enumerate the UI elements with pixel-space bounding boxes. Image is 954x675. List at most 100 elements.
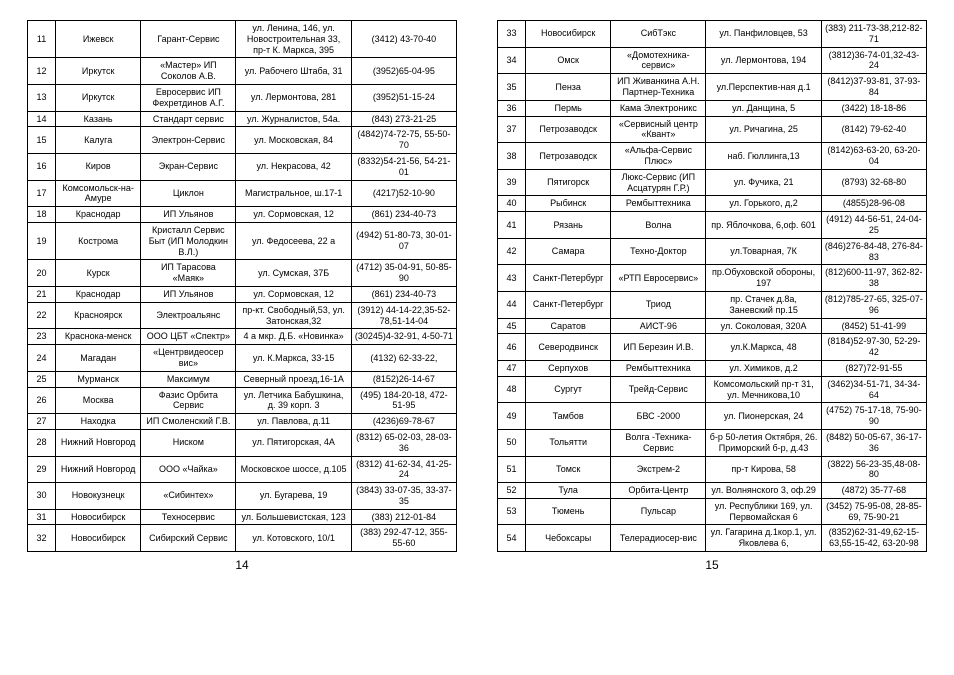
table-row: 51ТомскЭкстрем-2пр-т Кирова, 58(3822) 56… (498, 456, 927, 483)
cell-ph: (812)600-11-97, 362-82-38 (821, 265, 926, 292)
cell-city: Томск (526, 456, 611, 483)
table-row: 44Санкт-ПетербургТриодпр. Стачек д.8а, З… (498, 291, 927, 318)
cell-org: ИП Живанкина А.Н. Партнер-Техника (611, 74, 706, 101)
table-row: 24Магадан«Центрвидеосер вис»ул. К.Маркса… (28, 345, 457, 372)
cell-addr: ул. Федосеева, 22 а (236, 222, 351, 259)
cell-city: Магадан (56, 345, 141, 372)
cell-n: 26 (28, 387, 56, 414)
cell-org: Люкс-Сервис (ИП Асцатурян Г.Р.) (611, 169, 706, 196)
cell-ph: (8312) 65-02-03, 28-03-36 (351, 429, 456, 456)
cell-ph: (4855)28-96-08 (821, 196, 926, 212)
cell-addr: ул. Горького, д,2 (706, 196, 821, 212)
cell-ph: (861) 234-40-73 (351, 207, 456, 223)
cell-city: Северодвинск (526, 334, 611, 361)
cell-n: 18 (28, 207, 56, 223)
table-row: 14КазаньСтандарт сервисул. Журналистов, … (28, 111, 457, 127)
cell-addr: ул. Большевистская, 123 (236, 509, 351, 525)
table-row: 13ИркутскЕвросервис ИП Фехретдинов А.Г.у… (28, 84, 457, 111)
table-row: 34Омск«Домотехника-сервис»ул. Лермонтова… (498, 47, 927, 74)
cell-addr: ул. Летчика Бабушкина, д. 39 корп. 3 (236, 387, 351, 414)
cell-addr: ул. Сормовская, 12 (236, 286, 351, 302)
cell-ph: (846)276-84-48, 276-84-83 (821, 238, 926, 265)
cell-city: Казань (56, 111, 141, 127)
table-row: 45СаратовАИСТ-96ул. Соколовая, 320А(8452… (498, 318, 927, 334)
cell-city: Красноярск (56, 302, 141, 329)
cell-n: 52 (498, 483, 526, 499)
cell-org: Рембыттехника (611, 360, 706, 376)
cell-n: 24 (28, 345, 56, 372)
cell-n: 48 (498, 376, 526, 403)
cell-ph: (3952)51-15-24 (351, 84, 456, 111)
table-row: 53ТюменьПульсарул. Республики 169, ул. П… (498, 498, 927, 525)
page-left: 11ИжевскГарант-Сервисул. Ленина, 146, ул… (27, 20, 457, 572)
table-row: 40РыбинскРембыттехникаул. Горького, д,2(… (498, 196, 927, 212)
cell-addr: ул. Журналистов, 54а. (236, 111, 351, 127)
table-row: 11ИжевскГарант-Сервисул. Ленина, 146, ул… (28, 21, 457, 58)
cell-org: Электроальянс (141, 302, 236, 329)
cell-n: 20 (28, 260, 56, 287)
cell-ph: (8793) 32-68-80 (821, 169, 926, 196)
cell-addr: ул. К.Маркса, 33-15 (236, 345, 351, 372)
cell-ph: (8142) 79-62-40 (821, 116, 926, 143)
cell-n: 29 (28, 456, 56, 483)
cell-addr: пр-т Кирова, 58 (706, 456, 821, 483)
cell-org: «Мастер» ИП Соколов А.В. (141, 58, 236, 85)
cell-org: «Домотехника-сервис» (611, 47, 706, 74)
cell-n: 30 (28, 483, 56, 510)
cell-addr: ул.К.Маркса, 48 (706, 334, 821, 361)
cell-org: «Центрвидеосер вис» (141, 345, 236, 372)
table-row: 43Санкт-Петербург«РТП Евросервис»пр.Обух… (498, 265, 927, 292)
table-row: 18КраснодарИП Ульяновул. Сормовская, 12(… (28, 207, 457, 223)
cell-addr: ул. Пятигорская, 4А (236, 429, 351, 456)
table-row: 42СамараТехно-Докторул.Товарная, 7К(846)… (498, 238, 927, 265)
cell-addr: ул. Сормовская, 12 (236, 207, 351, 223)
cell-n: 53 (498, 498, 526, 525)
table-row: 36ПермьКама Электрониксул. Данщина, 5(34… (498, 100, 927, 116)
cell-n: 40 (498, 196, 526, 212)
cell-city: Краснодар (56, 207, 141, 223)
cell-n: 11 (28, 21, 56, 58)
cell-n: 22 (28, 302, 56, 329)
cell-addr: пр.Обуховской обороны, 197 (706, 265, 821, 292)
cell-n: 25 (28, 371, 56, 387)
cell-org: Техносервис (141, 509, 236, 525)
cell-org: Кама Электроникс (611, 100, 706, 116)
cell-n: 50 (498, 429, 526, 456)
cell-n: 39 (498, 169, 526, 196)
cell-org: Трейд-Сервис (611, 376, 706, 403)
cell-city: Саратов (526, 318, 611, 334)
cell-city: Нижний Новгород (56, 429, 141, 456)
cell-addr: ул. Сумская, 37Б (236, 260, 351, 287)
table-row: 21КраснодарИП Ульяновул. Сормовская, 12(… (28, 286, 457, 302)
cell-ph: (8332)54-21-56, 54-21-01 (351, 153, 456, 180)
cell-addr: Комсомольский пр-т 31, ул. Мечникова,10 (706, 376, 821, 403)
cell-ph: (3452) 75-95-08, 28-85-69, 75-90-21 (821, 498, 926, 525)
table-row: 52ТулаОрбита-Центрул. Волнянского 3, оф.… (498, 483, 927, 499)
cell-org: ИП Ульянов (141, 286, 236, 302)
cell-org: «Сибинтех» (141, 483, 236, 510)
cell-org: Стандарт сервис (141, 111, 236, 127)
cell-org: Электрон-Сервис (141, 127, 236, 154)
cell-addr: наб. Гюллинга,13 (706, 143, 821, 170)
service-table-right: 33НовосибирскСибТэксул. Панфиловцев, 53(… (497, 20, 927, 552)
cell-addr: пр-кт. Свободный,53, ул. Затонская,32 (236, 302, 351, 329)
table-row: 46СеверодвинскИП Березин И.В.ул.К.Маркса… (498, 334, 927, 361)
cell-city: Пятигорск (526, 169, 611, 196)
table-row: 39ПятигорскЛюкс-Сервис (ИП Асцатурян Г.Р… (498, 169, 927, 196)
cell-n: 43 (498, 265, 526, 292)
cell-city: Тюмень (526, 498, 611, 525)
cell-n: 13 (28, 84, 56, 111)
cell-ph: (4842)74-72-75, 55-50-70 (351, 127, 456, 154)
page-number-right: 15 (497, 558, 927, 572)
cell-city: Петрозаводск (526, 116, 611, 143)
cell-org: Экран-Сервис (141, 153, 236, 180)
cell-addr: б-р 50-летия Октября, 26. Приморский б-р… (706, 429, 821, 456)
cell-n: 46 (498, 334, 526, 361)
cell-addr: ул.Перспектив-ная д.1 (706, 74, 821, 101)
cell-n: 49 (498, 403, 526, 430)
cell-addr: ул. Соколовая, 320А (706, 318, 821, 334)
cell-org: Циклон (141, 180, 236, 207)
cell-org: ИП Ульянов (141, 207, 236, 223)
cell-city: Калуга (56, 127, 141, 154)
table-row: 15КалугаЭлектрон-Сервисул. Московская, 8… (28, 127, 457, 154)
